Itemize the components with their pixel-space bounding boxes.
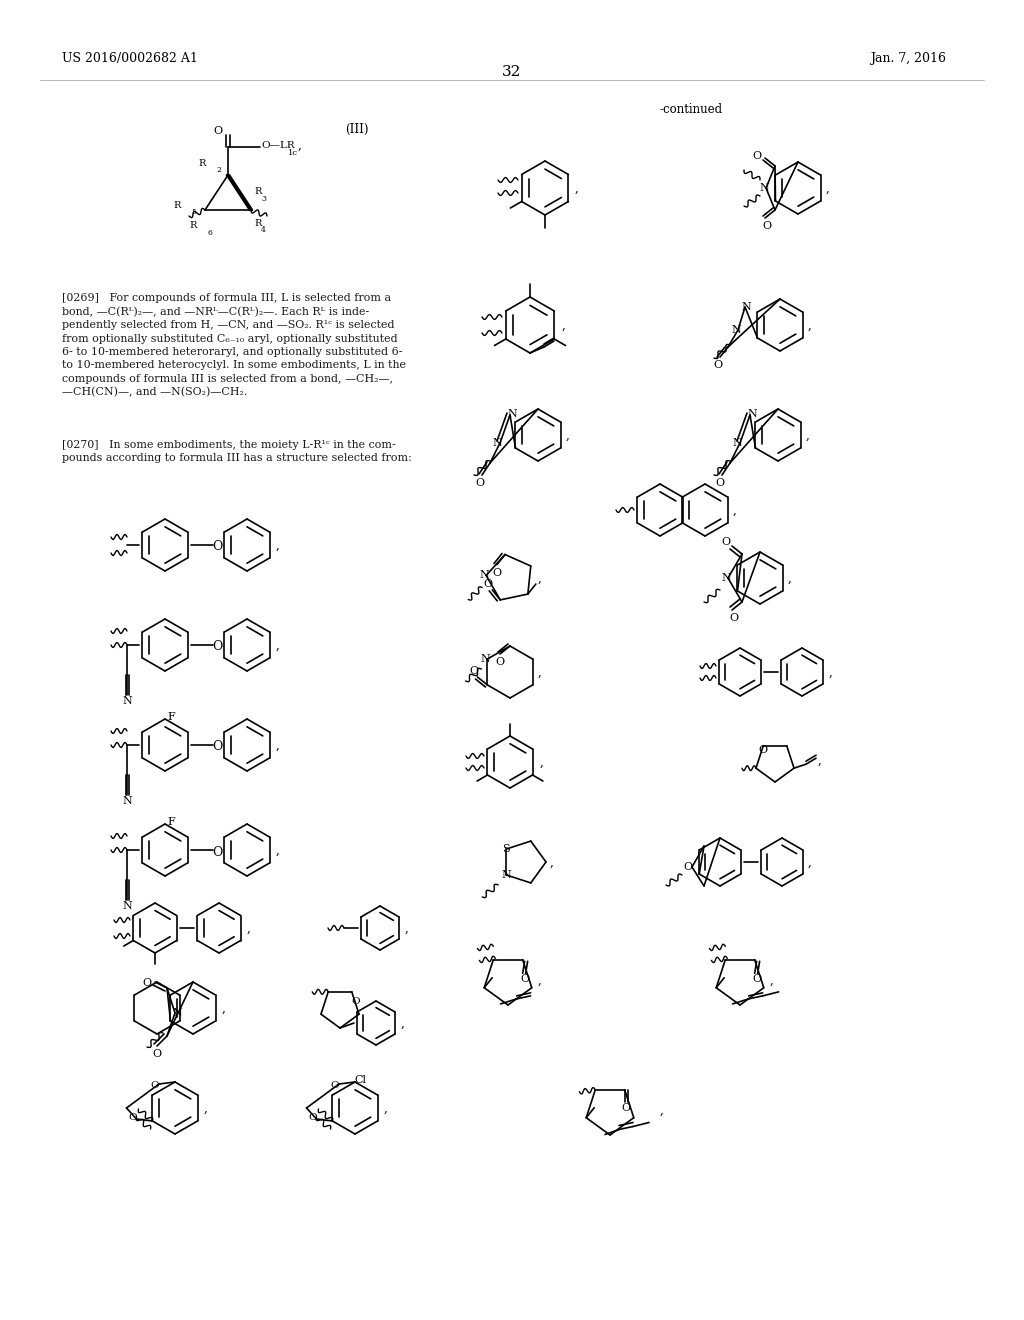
- Text: O: O: [763, 220, 771, 231]
- Text: O: O: [469, 667, 478, 676]
- Text: O: O: [212, 640, 222, 653]
- Text: O: O: [716, 478, 725, 488]
- Text: O: O: [153, 1049, 162, 1059]
- Text: ,: ,: [204, 1101, 208, 1114]
- Text: ,: ,: [788, 572, 792, 585]
- Text: N: N: [122, 696, 132, 706]
- Text: O: O: [475, 478, 484, 488]
- Text: O: O: [752, 974, 761, 985]
- Text: 3: 3: [261, 195, 266, 203]
- Text: N: N: [741, 302, 751, 312]
- Text: ,: ,: [550, 855, 554, 869]
- Text: Jan. 7, 2016: Jan. 7, 2016: [870, 51, 946, 65]
- Text: ,: ,: [575, 181, 579, 194]
- Text: ,: ,: [562, 318, 566, 331]
- Text: 5: 5: [191, 209, 196, 216]
- Text: ,: ,: [826, 181, 829, 194]
- Text: (III): (III): [345, 123, 369, 136]
- Text: N: N: [480, 653, 490, 664]
- Text: O: O: [759, 744, 768, 755]
- Text: N: N: [122, 902, 132, 911]
- Text: N: N: [172, 1008, 182, 1018]
- Text: ,: ,: [384, 1101, 388, 1114]
- Text: N: N: [502, 870, 511, 880]
- Text: R: R: [254, 219, 261, 227]
- Text: 2: 2: [216, 166, 221, 174]
- Text: ,: ,: [829, 665, 833, 678]
- Text: N: N: [731, 325, 741, 335]
- Text: ,: ,: [808, 318, 812, 331]
- Text: R: R: [174, 201, 181, 210]
- Text: [0270]   In some embodiments, the moiety L-R¹ᶜ in the com-
pounds according to f: [0270] In some embodiments, the moiety L…: [62, 440, 412, 463]
- Text: ,: ,: [660, 1104, 664, 1117]
- Text: O: O: [212, 846, 222, 858]
- Text: ,: ,: [733, 503, 737, 516]
- Text: O: O: [212, 741, 222, 754]
- Text: N: N: [748, 409, 757, 418]
- Text: Cl: Cl: [354, 1074, 366, 1085]
- Text: O: O: [520, 974, 529, 985]
- Text: O: O: [128, 1113, 137, 1122]
- Text: ,: ,: [538, 572, 542, 585]
- Text: N: N: [122, 796, 132, 807]
- Text: ,: ,: [222, 1002, 226, 1015]
- Text: ,: ,: [276, 843, 280, 857]
- Text: N: N: [732, 438, 741, 447]
- Text: N: N: [721, 573, 731, 583]
- Text: ,: ,: [538, 974, 542, 986]
- Text: ,: ,: [808, 855, 812, 869]
- Text: O: O: [729, 612, 738, 623]
- Text: ,: ,: [406, 921, 409, 935]
- Text: US 2016/0002682 A1: US 2016/0002682 A1: [62, 51, 198, 65]
- Text: 4: 4: [261, 226, 266, 234]
- Text: ,: ,: [806, 429, 810, 441]
- Text: O: O: [212, 540, 222, 553]
- Text: O: O: [352, 997, 360, 1006]
- Text: [0269]   For compounds of formula III, L is selected from a
bond, —C(Rᴸ)₂—, and : [0269] For compounds of formula III, L i…: [62, 293, 406, 397]
- Text: ,: ,: [401, 1016, 404, 1030]
- Text: R: R: [189, 222, 197, 231]
- Text: ,: ,: [540, 755, 544, 768]
- Text: 1c: 1c: [288, 149, 298, 157]
- Text: N: N: [507, 409, 517, 418]
- Text: ,: ,: [770, 974, 774, 986]
- Text: O: O: [493, 568, 502, 578]
- Text: N: N: [759, 183, 769, 193]
- Text: ,: ,: [818, 754, 822, 767]
- Text: 6: 6: [207, 228, 212, 238]
- Text: O: O: [683, 862, 692, 873]
- Text: O: O: [308, 1113, 316, 1122]
- Text: O: O: [483, 579, 493, 589]
- Text: O: O: [714, 360, 723, 370]
- Text: F: F: [167, 711, 175, 722]
- Text: O: O: [151, 1081, 160, 1090]
- Text: O: O: [214, 125, 223, 136]
- Text: ,: ,: [247, 921, 251, 935]
- Text: S: S: [503, 843, 510, 854]
- Text: -continued: -continued: [660, 103, 723, 116]
- Text: R: R: [199, 158, 206, 168]
- Text: ,: ,: [566, 429, 570, 441]
- Text: O: O: [331, 1081, 339, 1090]
- Text: O—LR: O—LR: [261, 140, 295, 149]
- Text: O: O: [622, 1102, 630, 1113]
- Text: O: O: [142, 978, 152, 987]
- Text: N: N: [479, 570, 489, 581]
- Text: ,: ,: [276, 738, 280, 751]
- Text: F: F: [167, 817, 175, 828]
- Text: O: O: [722, 537, 730, 546]
- Text: ,: ,: [276, 639, 280, 652]
- Text: R: R: [254, 187, 261, 197]
- Text: N: N: [493, 438, 502, 447]
- Text: O: O: [496, 657, 505, 667]
- Text: O: O: [753, 150, 762, 161]
- Text: ,: ,: [538, 665, 542, 678]
- Text: ,: ,: [276, 539, 280, 552]
- Text: ,: ,: [298, 139, 302, 152]
- Text: 32: 32: [503, 65, 521, 79]
